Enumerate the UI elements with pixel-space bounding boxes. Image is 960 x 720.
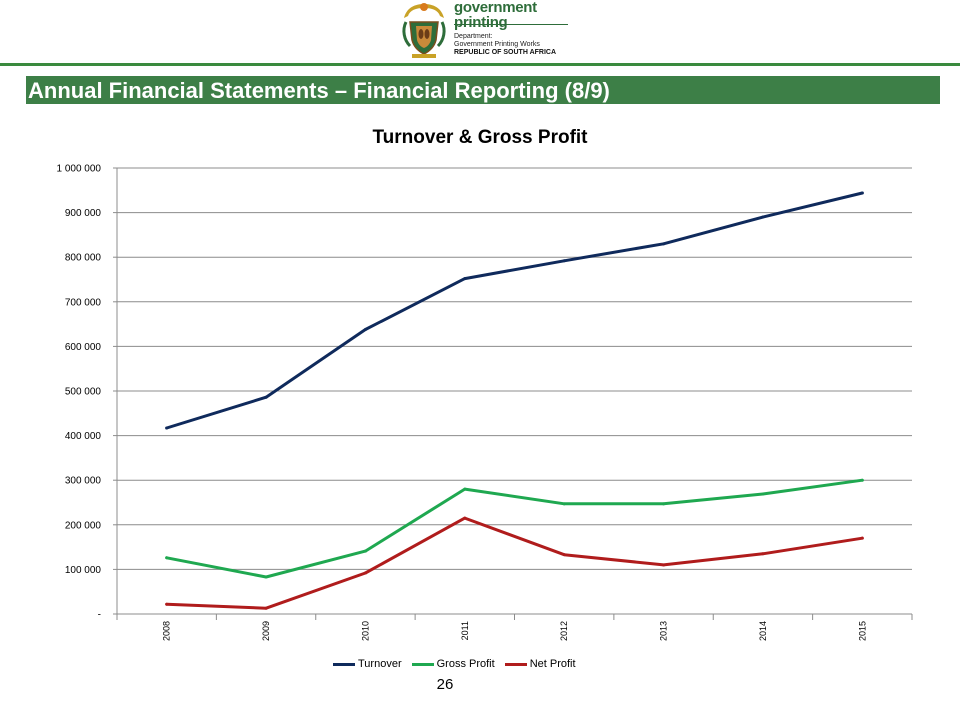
chart-axes: - 100 000 200 000 300 000 400 000 500 000 600 … bbox=[57, 164, 913, 641]
legend-swatch-turnover bbox=[333, 662, 355, 666]
data-point-net-profit bbox=[562, 553, 566, 557]
legend-item-net-profit: Net Profit bbox=[504, 658, 576, 670]
coat-of-arms-icon bbox=[402, 3, 446, 58]
legend-label-turnover: Turnover bbox=[358, 658, 402, 670]
legend-label-gross-profit: Gross Profit bbox=[436, 658, 495, 670]
data-point-turnover bbox=[662, 242, 666, 246]
y-tick-label: 500 000 bbox=[65, 387, 102, 398]
government-printing-logo: government printing Department: Governme… bbox=[398, 0, 568, 62]
x-tick-label: 2015 bbox=[857, 621, 867, 641]
data-point-gross-profit bbox=[562, 502, 566, 506]
data-point-gross-profit bbox=[363, 549, 367, 553]
data-point-turnover bbox=[562, 259, 566, 263]
data-point-turnover bbox=[463, 277, 467, 281]
x-tick-label: 2009 bbox=[261, 621, 271, 641]
logo-agency-label: Government Printing Works bbox=[454, 41, 540, 48]
y-tick-label: 800 000 bbox=[65, 253, 102, 264]
x-tick-label: 2014 bbox=[758, 621, 768, 641]
legend-label-net-profit: Net Profit bbox=[529, 658, 576, 670]
y-tick-label: 700 000 bbox=[65, 297, 102, 308]
y-tick-label: 600 000 bbox=[65, 342, 102, 353]
data-point-turnover bbox=[860, 191, 864, 195]
x-tick-label: 2008 bbox=[162, 621, 172, 641]
slide-title-bar: Annual Financial Statements – Financial … bbox=[26, 76, 940, 104]
legend-swatch-net-profit bbox=[504, 662, 527, 666]
data-point-gross-profit bbox=[662, 502, 666, 506]
x-tick-label: 2011 bbox=[460, 621, 470, 640]
x-tick-label: 2013 bbox=[659, 621, 669, 641]
y-tick-label: 300 000 bbox=[65, 476, 102, 487]
logo-wordmark-printing: printing bbox=[454, 14, 508, 31]
data-point-net-profit bbox=[165, 602, 169, 606]
y-tick-label: 100 000 bbox=[65, 565, 102, 576]
legend-item-gross-profit: Gross Profit bbox=[411, 658, 495, 670]
data-point-turnover bbox=[165, 426, 169, 430]
page-number: 26 bbox=[436, 676, 454, 693]
data-point-gross-profit bbox=[165, 556, 169, 560]
y-tick-label: - bbox=[98, 610, 101, 621]
data-point-turnover bbox=[761, 215, 765, 219]
chart-series bbox=[165, 191, 864, 610]
chart-legend: Turnover Gross Profit Net Profit bbox=[333, 656, 586, 672]
data-point-gross-profit bbox=[264, 575, 268, 579]
data-point-net-profit bbox=[463, 516, 467, 520]
data-point-turnover bbox=[264, 395, 268, 399]
data-point-turnover bbox=[363, 327, 367, 331]
y-tick-label: 900 000 bbox=[65, 208, 102, 219]
y-tick-label: 400 000 bbox=[65, 431, 102, 442]
series-line-net-profit bbox=[165, 516, 864, 610]
legend-swatch-gross-profit bbox=[411, 662, 434, 666]
data-point-net-profit bbox=[264, 606, 268, 610]
data-point-gross-profit bbox=[463, 487, 467, 491]
chart-title: Turnover & Gross Profit bbox=[372, 127, 588, 148]
x-tick-label: 2010 bbox=[360, 621, 370, 641]
slide-title: Annual Financial Statements – Financial … bbox=[28, 78, 610, 103]
logo-country-label: REPUBLIC OF SOUTH AFRICA bbox=[454, 49, 557, 56]
chart-gridlines bbox=[117, 167, 912, 615]
data-point-net-profit bbox=[662, 563, 666, 567]
series-line-turnover bbox=[165, 191, 864, 430]
y-tick-label: 200 000 bbox=[65, 520, 102, 531]
header-divider bbox=[0, 63, 960, 66]
logo-wordmark-government: government bbox=[454, 0, 537, 16]
data-point-gross-profit bbox=[860, 478, 864, 482]
data-point-net-profit bbox=[761, 552, 765, 556]
y-tick-label: 1 000 000 bbox=[57, 164, 102, 175]
series-line-gross-profit bbox=[165, 478, 864, 579]
logo-divider bbox=[454, 24, 568, 25]
data-point-net-profit bbox=[363, 571, 367, 575]
data-point-net-profit bbox=[860, 536, 864, 540]
data-point-gross-profit bbox=[761, 492, 765, 496]
x-tick-label: 2012 bbox=[559, 621, 569, 641]
logo-department-label: Department: bbox=[454, 33, 493, 40]
legend-item-turnover: Turnover bbox=[333, 658, 402, 670]
